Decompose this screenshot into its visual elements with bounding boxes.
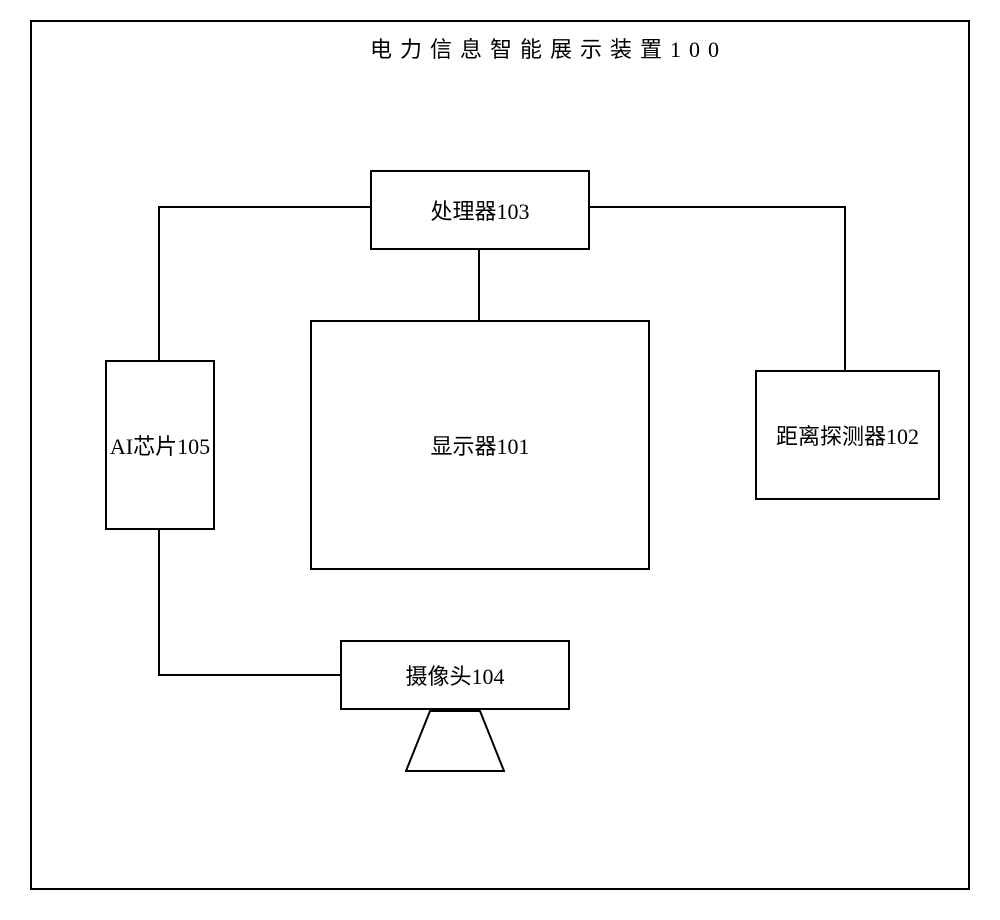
node-detector-label: 距离探测器102 [776, 419, 919, 451]
edge-processor-display [478, 250, 480, 320]
node-display-label: 显示器101 [430, 429, 529, 461]
edge-processor-detector-h [590, 206, 846, 208]
diagram-title: 电力信息智能展示装置100 [370, 32, 727, 64]
node-detector: 距离探测器102 [755, 370, 940, 500]
node-camera-label: 摄像头104 [405, 659, 504, 691]
edge-processor-ai-v [158, 206, 160, 360]
node-display: 显示器101 [310, 320, 650, 570]
node-ai-chip-label: AI芯片105 [110, 429, 210, 461]
edge-ai-camera-h [158, 674, 340, 676]
node-camera: 摄像头104 [340, 640, 570, 710]
edge-processor-detector-v [844, 206, 846, 370]
edge-processor-ai-h [158, 206, 370, 208]
node-processor-label: 处理器103 [430, 194, 529, 226]
node-processor: 处理器103 [370, 170, 590, 250]
camera-stand-icon [405, 710, 505, 772]
node-ai-chip: AI芯片105 [105, 360, 215, 530]
edge-ai-camera-v [158, 530, 160, 676]
